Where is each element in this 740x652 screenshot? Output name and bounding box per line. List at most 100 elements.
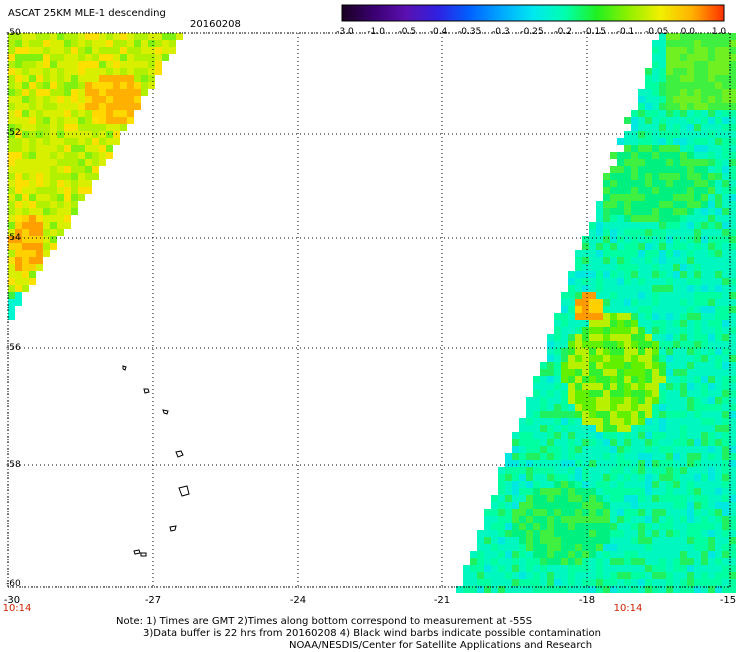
right-swath-cell — [701, 159, 708, 166]
left-swath-cell — [22, 159, 29, 166]
left-swath-cell — [29, 194, 36, 201]
right-swath-cell — [526, 460, 533, 467]
right-swath-cell — [666, 103, 673, 110]
right-swath-cell — [687, 40, 694, 47]
right-swath-cell — [652, 432, 659, 439]
right-swath-cell — [610, 474, 617, 481]
left-swath-cell — [50, 89, 57, 96]
right-swath-cell — [680, 75, 687, 82]
right-swath-cell — [484, 516, 491, 523]
left-swath-cell — [15, 285, 22, 292]
left-swath-cell — [43, 194, 50, 201]
island-outline — [178, 485, 190, 497]
left-swath-cell — [36, 215, 43, 222]
right-swath-cell — [533, 495, 540, 502]
right-swath-cell — [617, 530, 624, 537]
left-swath-cell — [43, 68, 50, 75]
right-swath-cell — [687, 215, 694, 222]
right-swath-cell — [547, 446, 554, 453]
right-swath-cell — [617, 334, 624, 341]
right-swath-cell — [540, 565, 547, 572]
right-swath-cell — [575, 558, 582, 565]
right-swath-cell — [603, 586, 610, 593]
left-swath-cell — [8, 96, 15, 103]
left-swath-cell — [106, 89, 113, 96]
right-swath-cell — [610, 173, 617, 180]
right-swath-cell — [645, 516, 652, 523]
right-swath-cell — [631, 509, 638, 516]
right-swath-cell — [596, 215, 603, 222]
right-swath-cell — [708, 208, 715, 215]
left-swath-cell — [50, 215, 57, 222]
right-swath-cell — [701, 369, 708, 376]
right-swath-cell — [582, 495, 589, 502]
right-swath-cell — [652, 285, 659, 292]
right-swath-cell — [673, 285, 680, 292]
right-swath-cell — [701, 292, 708, 299]
right-swath-cell — [491, 509, 498, 516]
right-swath-cell — [680, 509, 687, 516]
time-label: 10:14 — [2, 603, 32, 614]
right-swath-cell — [715, 362, 722, 369]
right-swath-cell — [470, 558, 477, 565]
left-swath-cell — [22, 40, 29, 47]
right-swath-cell — [624, 166, 631, 173]
right-swath-cell — [610, 320, 617, 327]
right-swath-cell — [694, 551, 701, 558]
right-swath-cell — [526, 411, 533, 418]
right-swath-cell — [645, 299, 652, 306]
right-swath-cell — [694, 82, 701, 89]
right-swath-cell — [547, 411, 554, 418]
right-swath-cell — [645, 572, 652, 579]
left-swath-cell — [8, 271, 15, 278]
right-swath-cell — [652, 313, 659, 320]
right-swath-cell — [596, 250, 603, 257]
right-swath-cell — [701, 313, 708, 320]
right-swath-cell — [666, 474, 673, 481]
right-swath-cell — [722, 586, 729, 593]
right-swath-cell — [708, 68, 715, 75]
right-swath-cell — [540, 362, 547, 369]
right-swath-cell — [729, 278, 736, 285]
right-swath-cell — [589, 579, 596, 586]
right-swath-cell — [729, 523, 736, 530]
right-swath-cell — [722, 264, 729, 271]
right-swath-cell — [694, 369, 701, 376]
right-swath-cell — [645, 439, 652, 446]
right-swath-cell — [708, 173, 715, 180]
right-swath-cell — [722, 33, 729, 40]
right-swath-cell — [477, 544, 484, 551]
right-swath-cell — [715, 47, 722, 54]
right-swath-cell — [715, 54, 722, 61]
right-swath-cell — [673, 75, 680, 82]
left-swath-cell — [99, 103, 106, 110]
right-swath-cell — [631, 544, 638, 551]
right-swath-cell — [547, 397, 554, 404]
right-swath-cell — [540, 390, 547, 397]
left-swath-cell — [22, 152, 29, 159]
right-swath-cell — [575, 285, 582, 292]
right-swath-cell — [722, 467, 729, 474]
right-swath-cell — [526, 481, 533, 488]
right-swath-cell — [603, 236, 610, 243]
right-swath-cell — [687, 180, 694, 187]
right-swath-cell — [596, 278, 603, 285]
right-swath-cell — [645, 369, 652, 376]
right-swath-cell — [701, 47, 708, 54]
right-swath-cell — [638, 320, 645, 327]
right-swath-cell — [694, 383, 701, 390]
right-swath-cell — [722, 488, 729, 495]
left-swath-cell — [120, 124, 127, 131]
left-swath-cell — [36, 264, 43, 271]
right-swath-cell — [631, 124, 638, 131]
left-swath-cell — [15, 278, 22, 285]
left-swath-cell — [29, 124, 36, 131]
right-swath-cell — [694, 75, 701, 82]
right-swath-cell — [687, 82, 694, 89]
right-swath-cell — [701, 152, 708, 159]
left-swath-cell — [36, 159, 43, 166]
right-swath-cell — [694, 47, 701, 54]
left-swath-cell — [85, 61, 92, 68]
right-swath-cell — [652, 124, 659, 131]
right-swath-cell — [694, 341, 701, 348]
